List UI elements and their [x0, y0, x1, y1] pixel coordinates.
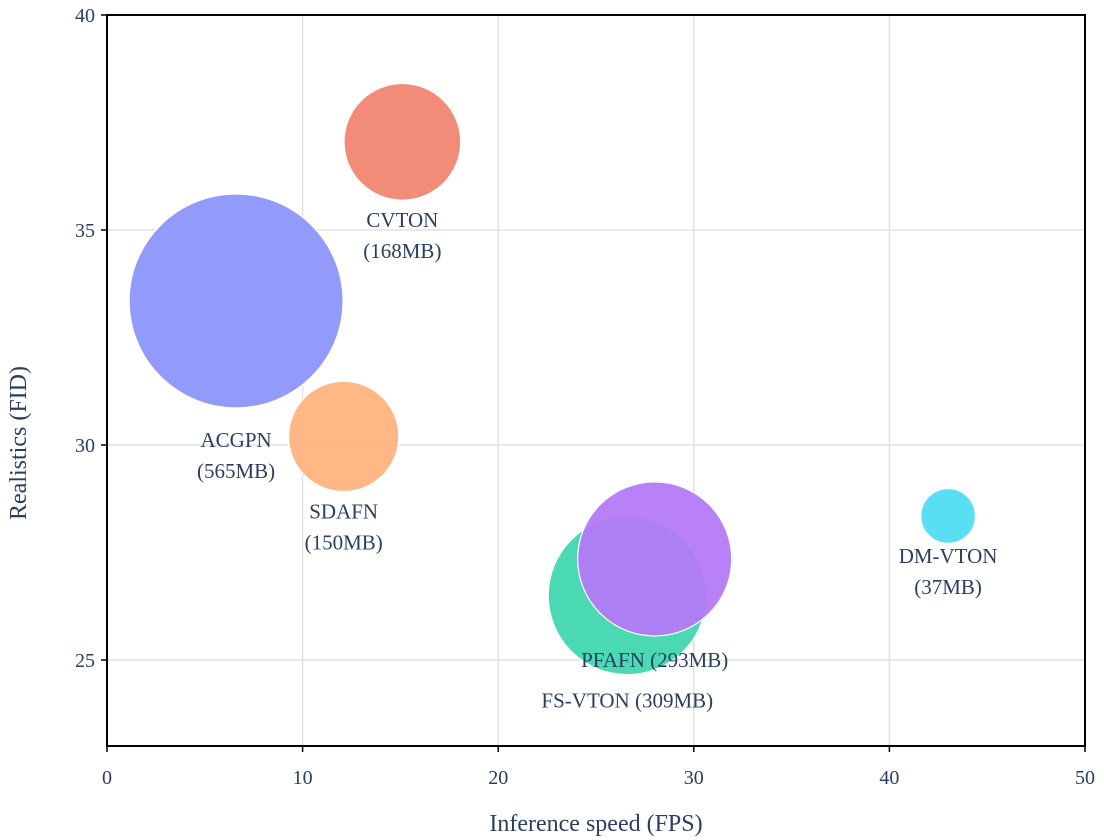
point-label-fs-vton: FS-VTON (309MB) [541, 689, 713, 713]
bubble-acgpn [128, 193, 344, 409]
point-label-acgpn: ACGPN (565MB) [197, 428, 275, 483]
bubbles [128, 82, 977, 676]
bubble-pfafn [577, 481, 733, 637]
point-label-line: (565MB) [197, 459, 275, 483]
point-label-line: (37MB) [914, 575, 982, 599]
y-tick-label: 35 [75, 220, 95, 242]
y-tick-label: 30 [75, 435, 95, 457]
tick-labels: 0 10 20 30 40 50 25 30 35 40 [75, 5, 1095, 789]
point-label-sdafn: SDAFN (150MB) [305, 499, 383, 554]
point-label-dm-vton: DM-VTON (37MB) [899, 544, 998, 599]
x-tick-label: 30 [684, 767, 704, 789]
x-tick-label: 20 [488, 767, 508, 789]
point-label-line: PFAFN (293MB) [581, 648, 728, 672]
x-tick-label: 50 [1075, 767, 1095, 789]
y-axis-title: Realistics (FID) [6, 366, 32, 520]
x-tick-label: 0 [102, 767, 112, 789]
point-label-pfafn: PFAFN (293MB) [581, 648, 728, 672]
point-label-line: (168MB) [363, 239, 441, 263]
point-label-line: ACGPN [201, 428, 272, 452]
point-label-line: FS-VTON (309MB) [541, 689, 713, 713]
point-label-line: CVTON [366, 208, 438, 232]
point-label-line: DM-VTON [899, 544, 998, 568]
y-tick-label: 25 [75, 650, 95, 672]
point-label-line: SDAFN [309, 499, 378, 523]
x-axis-title: Inference speed (FPS) [489, 811, 702, 837]
plot-frame [106, 14, 1086, 747]
ticks [101, 14, 1086, 752]
x-tick-label: 10 [293, 767, 313, 789]
point-label-cvton: CVTON (168MB) [363, 208, 441, 263]
point-labels: ACGPN (565MB) CVTON (168MB) SDAFN (150MB) FS-V… [197, 208, 997, 713]
bubble-sdafn [287, 380, 400, 493]
y-tick-label: 40 [75, 5, 95, 27]
point-label-line: (150MB) [305, 530, 383, 554]
bubble-cvton [343, 82, 462, 201]
bubble-dm-vton [920, 487, 977, 544]
x-tick-label: 40 [879, 767, 899, 789]
